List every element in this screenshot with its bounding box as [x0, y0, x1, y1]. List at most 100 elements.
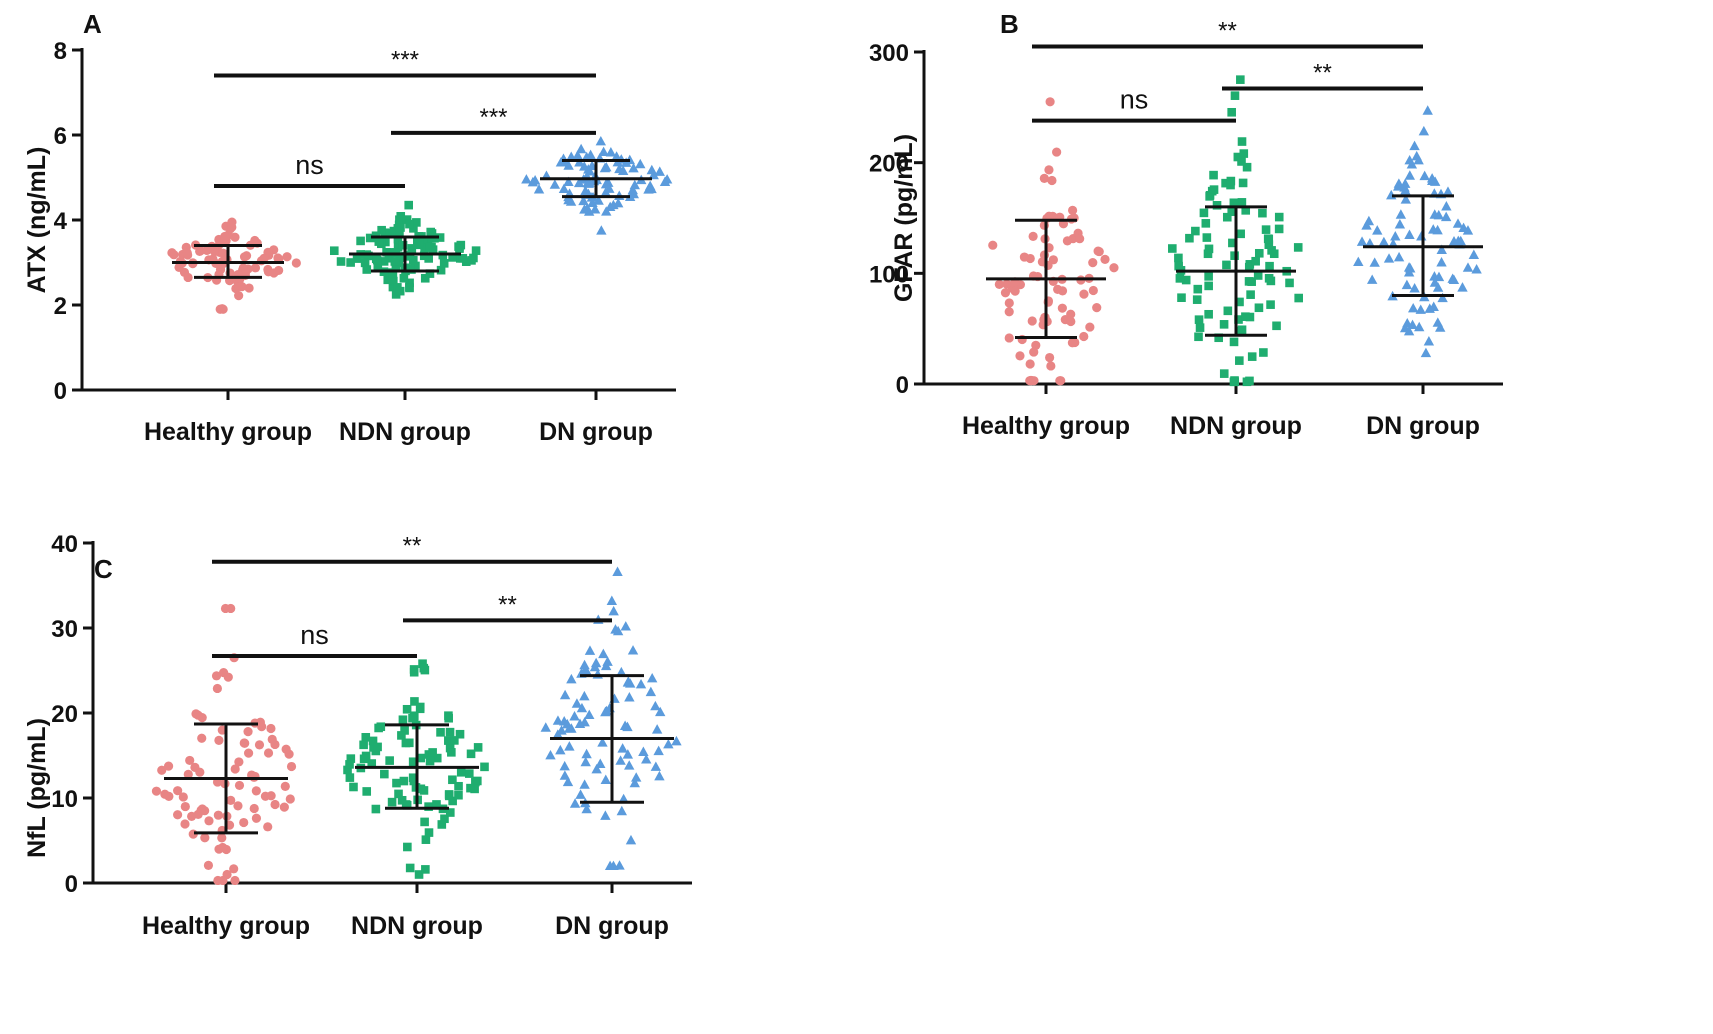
- data-point: [1093, 246, 1103, 256]
- data-point: [1395, 209, 1407, 219]
- data-point: [444, 713, 453, 723]
- data-point: [1435, 322, 1446, 332]
- data-point: [197, 733, 207, 743]
- data-point: [1222, 212, 1232, 222]
- data-point: [382, 247, 391, 257]
- data-point: [589, 661, 601, 672]
- data-point: [1471, 264, 1482, 274]
- data-point: [373, 742, 382, 752]
- data-point: [385, 756, 394, 765]
- data-point: [403, 842, 412, 852]
- data-point: [1267, 246, 1276, 255]
- data-point: [598, 146, 609, 157]
- data-point: [1266, 300, 1275, 309]
- category-label: Healthy group: [144, 418, 312, 446]
- error-bar: [550, 674, 674, 804]
- data-point: [575, 143, 587, 154]
- significance-label: **: [498, 591, 517, 618]
- data-point: [389, 226, 399, 236]
- data-point: [1442, 186, 1454, 196]
- data-point: [395, 286, 405, 296]
- data-point: [395, 253, 405, 262]
- data-point: [234, 757, 244, 767]
- data-point: [187, 811, 197, 821]
- category-label: NDN group: [339, 418, 471, 446]
- data-point: [1222, 260, 1231, 270]
- data-point: [572, 150, 583, 160]
- category-label: DN group: [539, 418, 653, 446]
- data-point: [383, 275, 393, 285]
- data-point: [230, 875, 240, 886]
- data-point: [545, 749, 556, 760]
- data-point: [214, 735, 224, 745]
- data-point: [448, 775, 457, 785]
- data-point: [1235, 297, 1244, 307]
- data-point: [654, 770, 665, 781]
- data-point: [1264, 234, 1274, 244]
- data-point: [559, 770, 571, 780]
- data-point: [220, 603, 231, 614]
- data-point: [1274, 212, 1284, 222]
- data-point: [1254, 248, 1264, 258]
- data-point: [1174, 261, 1183, 271]
- data-point: [619, 720, 631, 730]
- data-point: [211, 671, 222, 681]
- data-point: [646, 164, 658, 175]
- data-point: [1062, 236, 1072, 246]
- data-point: [1400, 185, 1411, 195]
- data-point: [405, 219, 414, 229]
- data-point: [371, 804, 381, 814]
- data-point: [1390, 231, 1401, 241]
- data-point: [579, 779, 590, 789]
- data-point: [1223, 306, 1233, 316]
- data-point: [1075, 234, 1085, 244]
- data-point: [421, 865, 430, 874]
- data-point: [414, 238, 424, 247]
- data-point: [394, 789, 403, 799]
- category-label: DN group: [1366, 412, 1480, 440]
- data-point: [655, 706, 666, 717]
- data-point: [400, 726, 409, 735]
- data-point: [239, 817, 249, 828]
- data-point: [1039, 173, 1049, 183]
- data-point: [420, 817, 429, 827]
- data-point: [234, 290, 244, 301]
- data-point: [263, 748, 274, 758]
- data-point: [622, 749, 634, 759]
- error-bar: [172, 244, 284, 279]
- data-point: [408, 713, 417, 723]
- data-point: [420, 273, 430, 283]
- data-point: [569, 798, 581, 808]
- data-point: [412, 218, 421, 227]
- data-point: [578, 195, 589, 206]
- data-point: [424, 828, 434, 837]
- data-point: [584, 166, 596, 176]
- y-tick-label: 40: [51, 531, 78, 558]
- data-point: [1204, 244, 1214, 254]
- data-point: [598, 648, 609, 659]
- data-point: [419, 786, 429, 795]
- data-point: [1457, 282, 1468, 292]
- data-point: [405, 264, 415, 274]
- data-point: [360, 258, 370, 268]
- data-point: [1415, 304, 1426, 314]
- data-point: [425, 242, 435, 252]
- data-point: [1400, 194, 1412, 204]
- data-point: [436, 728, 445, 737]
- data-point: [540, 722, 551, 732]
- data-point: [362, 265, 372, 274]
- data-point: [1203, 249, 1213, 259]
- data-point: [1432, 282, 1444, 292]
- data-point: [202, 245, 212, 256]
- data-point: [1010, 286, 1020, 296]
- data-point: [1226, 180, 1235, 190]
- data-point: [173, 810, 183, 820]
- data-point: [1085, 322, 1095, 332]
- data-point: [1199, 208, 1209, 218]
- data-point: [1028, 231, 1038, 242]
- data-point: [388, 282, 398, 292]
- error-bar: [164, 722, 288, 835]
- data-point: [1259, 348, 1268, 357]
- data-point: [178, 792, 188, 802]
- data-point: [465, 769, 474, 778]
